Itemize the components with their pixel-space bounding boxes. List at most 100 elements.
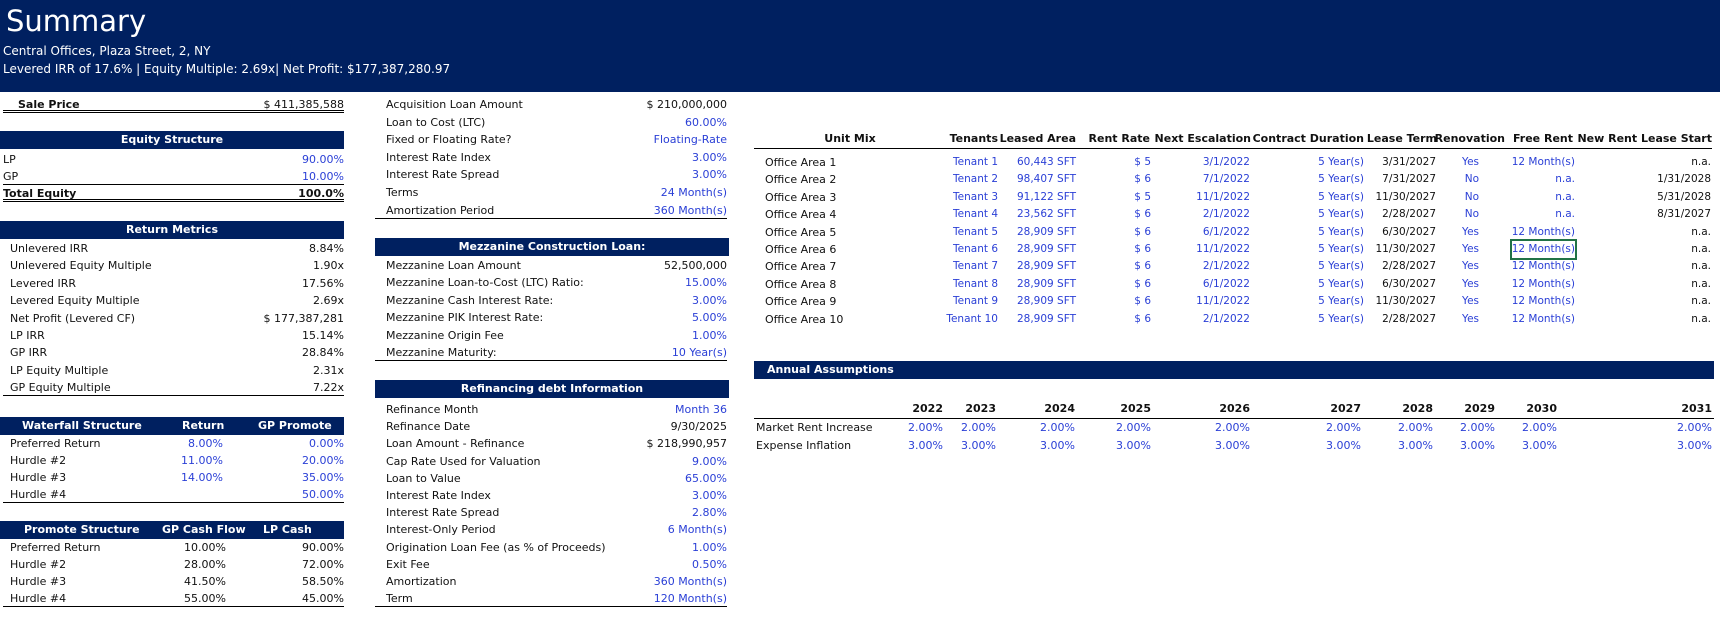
unit-mix-free[interactable]: 12 Month(s) — [1511, 156, 1575, 168]
annual-value[interactable]: 3.00% — [908, 438, 943, 452]
mezz-label: Mezzanine Cash Interest Rate: — [386, 293, 554, 307]
unit-mix-row[interactable]: Office Area 6 Tenant 6 28,909 SFT $ 6 11/1/2… — [754, 239, 1712, 260]
unit-mix-free[interactable]: n.a. — [1555, 190, 1575, 203]
annual-value[interactable]: 3.00% — [961, 438, 996, 452]
annual-value[interactable]: 3.00% — [1522, 438, 1557, 452]
annual-value[interactable]: 3.00% — [1460, 438, 1495, 452]
refi-row[interactable]: Cap Rate Used for Valuation 9.00% — [375, 453, 727, 470]
annual-value[interactable]: 2.00% — [1116, 421, 1151, 434]
annual-year-2029: 2029 — [1464, 402, 1495, 415]
acq-row[interactable]: Loan to Cost (LTC) 60.00% — [375, 114, 727, 131]
returns-row[interactable]: Unlevered Equity Multiple 1.90x — [3, 257, 344, 274]
unit-mix-start: n.a. — [1691, 312, 1711, 325]
unit-mix-reno: Yes — [1462, 260, 1479, 273]
annual-row[interactable]: Expense Inflation 3.00% 3.00% 3.00% 3.00% 3.0… — [754, 437, 1714, 454]
refi-label: Origination Loan Fee (as % of Proceeds) — [386, 540, 606, 554]
refi-row[interactable]: Amortization 360 Month(s) — [375, 573, 727, 590]
unit-mix-row[interactable]: Office Area 7 Tenant 7 28,909 SFT $ 6 2/1/20… — [754, 258, 1712, 275]
acq-row[interactable]: Amortization Period 360 Month(s) — [375, 202, 727, 219]
unit-mix-row[interactable]: Office Area 8 Tenant 8 28,909 SFT $ 6 6/1/20… — [754, 276, 1712, 293]
returns-row[interactable]: Unlevered IRR 8.84% — [3, 240, 344, 257]
acq-row[interactable]: Terms 24 Month(s) — [375, 184, 727, 201]
unit-mix-row[interactable]: Office Area 1 Tenant 1 60,443 SFT $ 5 3/1/20… — [754, 154, 1712, 171]
refi-row[interactable]: Loan to Value 65.00% — [375, 470, 727, 487]
refi-row[interactable]: Interest Rate Spread 2.80% — [375, 504, 727, 521]
unit-mix-free[interactable]: 12 Month(s) — [1511, 260, 1575, 273]
unit-mix-free[interactable]: 12 Month(s) — [1509, 239, 1578, 260]
annual-row[interactable]: Market Rent Increase 2.00% 2.00% 2.00% 2.00%… — [754, 419, 1714, 436]
mezz-row[interactable]: Mezzanine Loan Amount 52,500,000 — [375, 257, 727, 274]
annual-value[interactable]: 2.00% — [1460, 421, 1495, 434]
annual-value[interactable]: 2.00% — [961, 421, 996, 434]
refi-row[interactable]: Exit Fee 0.50% — [375, 556, 727, 573]
waterfall-row[interactable]: Preferred Return 8.00% 0.00% — [3, 435, 344, 452]
equity-row[interactable]: LP 90.00% — [3, 151, 344, 168]
mezz-row[interactable]: Mezzanine Origin Fee 1.00% — [375, 327, 727, 344]
waterfall-row[interactable]: Hurdle #4 50.00% — [3, 486, 344, 503]
unit-mix-row[interactable]: Office Area 2 Tenant 2 98,407 SFT $ 6 7/1/20… — [754, 171, 1712, 188]
unit-mix-free[interactable]: 12 Month(s) — [1511, 295, 1575, 308]
refi-row[interactable]: Term 120 Month(s) — [375, 590, 727, 608]
refi-row[interactable]: Interest-Only Period 6 Month(s) — [375, 521, 727, 538]
returns-row[interactable]: LP IRR 15.14% — [3, 327, 344, 344]
acq-row[interactable]: Interest Rate Index 3.00% — [375, 149, 727, 166]
unit-mix-row[interactable]: Office Area 4 Tenant 4 23,562 SFT $ 6 2/1/20… — [754, 206, 1712, 223]
returns-row[interactable]: Levered Equity Multiple 2.69x — [3, 292, 344, 309]
page-title: Summary — [6, 4, 147, 38]
promote-row[interactable]: Preferred Return 10.00% 90.00% — [3, 539, 344, 556]
annual-value[interactable]: 2.00% — [1522, 421, 1557, 434]
refi-row[interactable]: Origination Loan Fee (as % of Proceeds) 1… — [375, 539, 727, 556]
annual-value[interactable]: 2.00% — [1040, 421, 1075, 434]
sale-price-row[interactable]: Sale Price $ 411,385,588 — [3, 96, 344, 113]
mezz-row[interactable]: Mezzanine Loan-to-Cost (LTC) Ratio: 15.00… — [375, 274, 727, 291]
annual-value[interactable]: 2.00% — [1398, 421, 1433, 434]
unit-mix-free[interactable]: 12 Month(s) — [1511, 277, 1575, 290]
annual-value[interactable]: 2.00% — [908, 421, 943, 434]
promote-row[interactable]: Hurdle #4 55.00% 45.00% — [3, 590, 344, 607]
mezz-row[interactable]: Mezzanine Maturity: 10 Year(s) — [375, 344, 727, 361]
unit-mix-free[interactable]: n.a. — [1555, 208, 1575, 221]
annual-value[interactable]: 2.00% — [1677, 421, 1712, 434]
annual-value[interactable]: 3.00% — [1326, 438, 1361, 452]
mezz-row[interactable]: Mezzanine Cash Interest Rate: 3.00% — [375, 292, 727, 309]
returns-row[interactable]: LP Equity Multiple 2.31x — [3, 362, 344, 379]
annual-value[interactable]: 3.00% — [1677, 438, 1712, 452]
annual-value[interactable]: 3.00% — [1215, 438, 1250, 452]
annual-value[interactable]: 2.00% — [1215, 421, 1250, 434]
unit-mix-area: 28,909 SFT — [1016, 225, 1076, 238]
unit-mix-free[interactable]: 12 Month(s) — [1511, 225, 1575, 238]
acq-row[interactable]: Interest Rate Spread 3.00% — [375, 166, 727, 183]
returns-row[interactable]: GP IRR 28.84% — [3, 344, 344, 361]
promote-row[interactable]: Hurdle #2 28.00% 72.00% — [3, 556, 344, 573]
refi-value: 65.00% — [685, 471, 727, 485]
unit-mix-row[interactable]: Office Area 9 Tenant 9 28,909 SFT $ 6 11/1/2… — [754, 293, 1712, 310]
waterfall-row[interactable]: Hurdle #3 14.00% 35.00% — [3, 469, 344, 486]
unit-mix-row[interactable]: Office Area 5 Tenant 5 28,909 SFT $ 6 6/1/20… — [754, 224, 1712, 241]
returns-row[interactable]: Levered IRR 17.56% — [3, 275, 344, 292]
mezz-row[interactable]: Mezzanine PIK Interest Rate: 5.00% — [375, 309, 727, 326]
annual-value[interactable]: 3.00% — [1116, 438, 1151, 452]
equity-row[interactable]: GP 10.00% — [3, 168, 344, 185]
unit-mix-free[interactable]: n.a. — [1555, 173, 1575, 186]
unit-mix-row[interactable]: Office Area 10 Tenant 10 28,909 SFT $ 6 2/1/… — [754, 311, 1712, 328]
annual-value[interactable]: 2.00% — [1326, 421, 1361, 434]
unit-mix-col-1: Tenants — [949, 132, 998, 145]
refi-row[interactable]: Loan Amount - Refinance $ 218,990,957 — [375, 435, 727, 452]
promote-row[interactable]: Hurdle #3 41.50% 58.50% — [3, 573, 344, 590]
refi-row[interactable]: Refinance Date 9/30/2025 — [375, 418, 727, 435]
annual-value[interactable]: 3.00% — [1040, 438, 1075, 452]
acq-row[interactable]: Acquisition Loan Amount $ 210,000,000 — [375, 96, 727, 113]
refi-row[interactable]: Interest Rate Index 3.00% — [375, 487, 727, 504]
returns-row[interactable]: Net Profit (Levered CF) $ 177,387,281 — [3, 310, 344, 327]
annual-year-2022: 2022 — [912, 402, 943, 415]
refi-row[interactable]: Refinance Month Month 36 — [375, 401, 727, 418]
annual-value[interactable]: 3.00% — [1398, 438, 1433, 452]
refi-label: Exit Fee — [386, 557, 430, 571]
acq-row[interactable]: Fixed or Floating Rate? Floating-Rate — [375, 131, 727, 148]
unit-mix-row[interactable]: Office Area 3 Tenant 3 91,122 SFT $ 5 11/1/2… — [754, 189, 1712, 206]
unit-mix-free[interactable]: 12 Month(s) — [1511, 312, 1575, 325]
unit-mix-esc: 11/1/2022 — [1196, 243, 1250, 255]
total-equity-row[interactable]: Total Equity 100.0% — [3, 185, 344, 202]
returns-row[interactable]: GP Equity Multiple 7.22x — [3, 379, 344, 397]
waterfall-row[interactable]: Hurdle #2 11.00% 20.00% — [3, 452, 344, 469]
